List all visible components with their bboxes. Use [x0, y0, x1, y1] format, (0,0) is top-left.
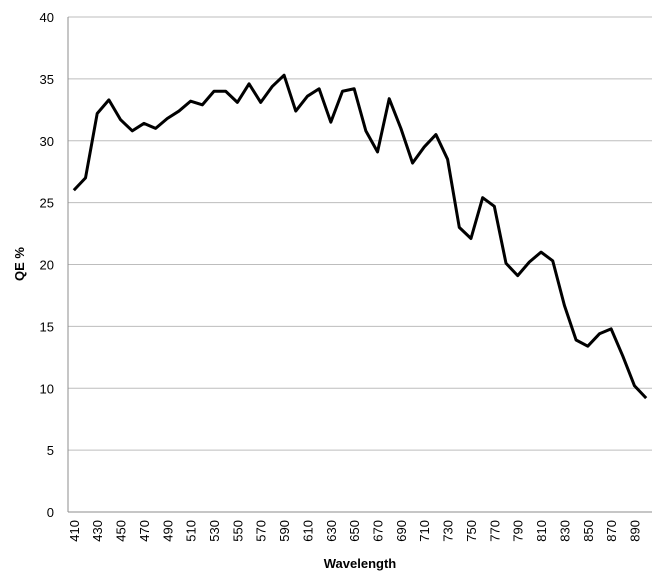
x-tick-label: 810 [534, 520, 549, 542]
x-tick-label: 870 [604, 520, 619, 542]
x-tick-label: 590 [277, 520, 292, 542]
y-tick-label: 30 [40, 134, 54, 149]
y-tick-label: 15 [40, 319, 54, 334]
y-tick-label: 25 [40, 196, 54, 211]
y-tick-label: 0 [47, 505, 54, 520]
y-tick-label: 20 [40, 258, 54, 273]
x-tick-label: 530 [207, 520, 222, 542]
x-tick-label: 650 [347, 520, 362, 542]
x-tick-label: 630 [324, 520, 339, 542]
x-tick-label: 550 [230, 520, 245, 542]
x-tick-label: 430 [90, 520, 105, 542]
y-tick-label: 35 [40, 72, 54, 87]
x-tick-label: 470 [137, 520, 152, 542]
x-tick-label: 730 [441, 520, 456, 542]
data-line [72, 73, 648, 400]
x-tick-label: 570 [254, 520, 269, 542]
x-tick-label: 830 [557, 520, 572, 542]
x-tick-label: 710 [417, 520, 432, 542]
y-axis-title: QE % [12, 247, 27, 281]
x-tick-label: 890 [627, 520, 642, 542]
y-tick-label: 5 [47, 443, 54, 458]
x-tick-label: 610 [300, 520, 315, 542]
x-tick-label: 850 [581, 520, 596, 542]
y-tick-label: 10 [40, 381, 54, 396]
x-tick-label: 770 [487, 520, 502, 542]
x-tick-label: 690 [394, 520, 409, 542]
x-tick-label: 450 [114, 520, 129, 542]
x-tick-label: 790 [511, 520, 526, 542]
y-tick-label: 40 [40, 10, 54, 25]
x-tick-label: 410 [67, 520, 82, 542]
x-tick-label: 510 [184, 520, 199, 542]
x-tick-label: 750 [464, 520, 479, 542]
x-tick-label: 490 [160, 520, 175, 542]
x-axis-title: Wavelength [324, 556, 397, 571]
x-tick-label: 670 [371, 520, 386, 542]
